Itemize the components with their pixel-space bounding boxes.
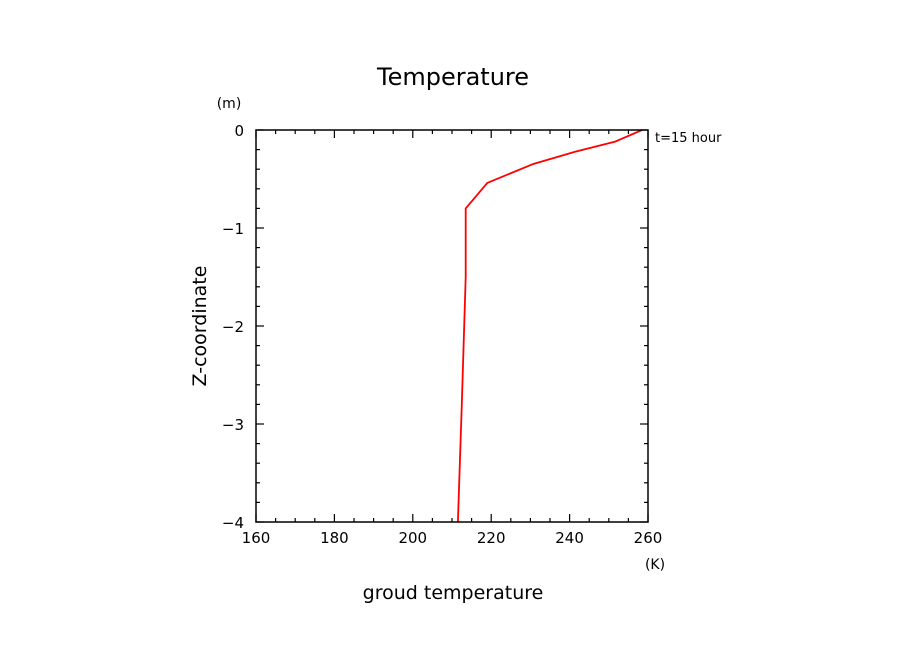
x-tick-label: 160 bbox=[242, 529, 271, 547]
x-tick-label: 220 bbox=[477, 529, 506, 547]
plot-frame bbox=[255, 129, 649, 523]
y-tick-label: −4 bbox=[222, 514, 244, 532]
x-tick-label: 180 bbox=[320, 529, 349, 547]
x-tick-label: 240 bbox=[555, 529, 584, 547]
time-annotation: t=15 hour bbox=[655, 131, 722, 146]
y-tick-label: 0 bbox=[234, 122, 244, 140]
series-layer bbox=[457, 129, 643, 523]
chart-title: Temperature bbox=[376, 63, 529, 91]
y-tick-label: −3 bbox=[222, 416, 244, 434]
x-unit-label: (K) bbox=[645, 557, 665, 573]
x-tick-label: 200 bbox=[398, 529, 427, 547]
y-unit-label: (m) bbox=[217, 96, 242, 112]
y-tick-label: −1 bbox=[222, 220, 244, 238]
y-tick-label: −2 bbox=[222, 318, 244, 336]
x-tick-label: 260 bbox=[634, 529, 663, 547]
axis-ticks: 160 180 200 220 240 260 0 −1 −2 −3 −4 bbox=[222, 122, 662, 547]
y-axis-label: Z-coordinate bbox=[189, 266, 211, 387]
x-axis-label: groud temperature bbox=[363, 582, 544, 604]
temperature-profile-line bbox=[457, 129, 643, 523]
